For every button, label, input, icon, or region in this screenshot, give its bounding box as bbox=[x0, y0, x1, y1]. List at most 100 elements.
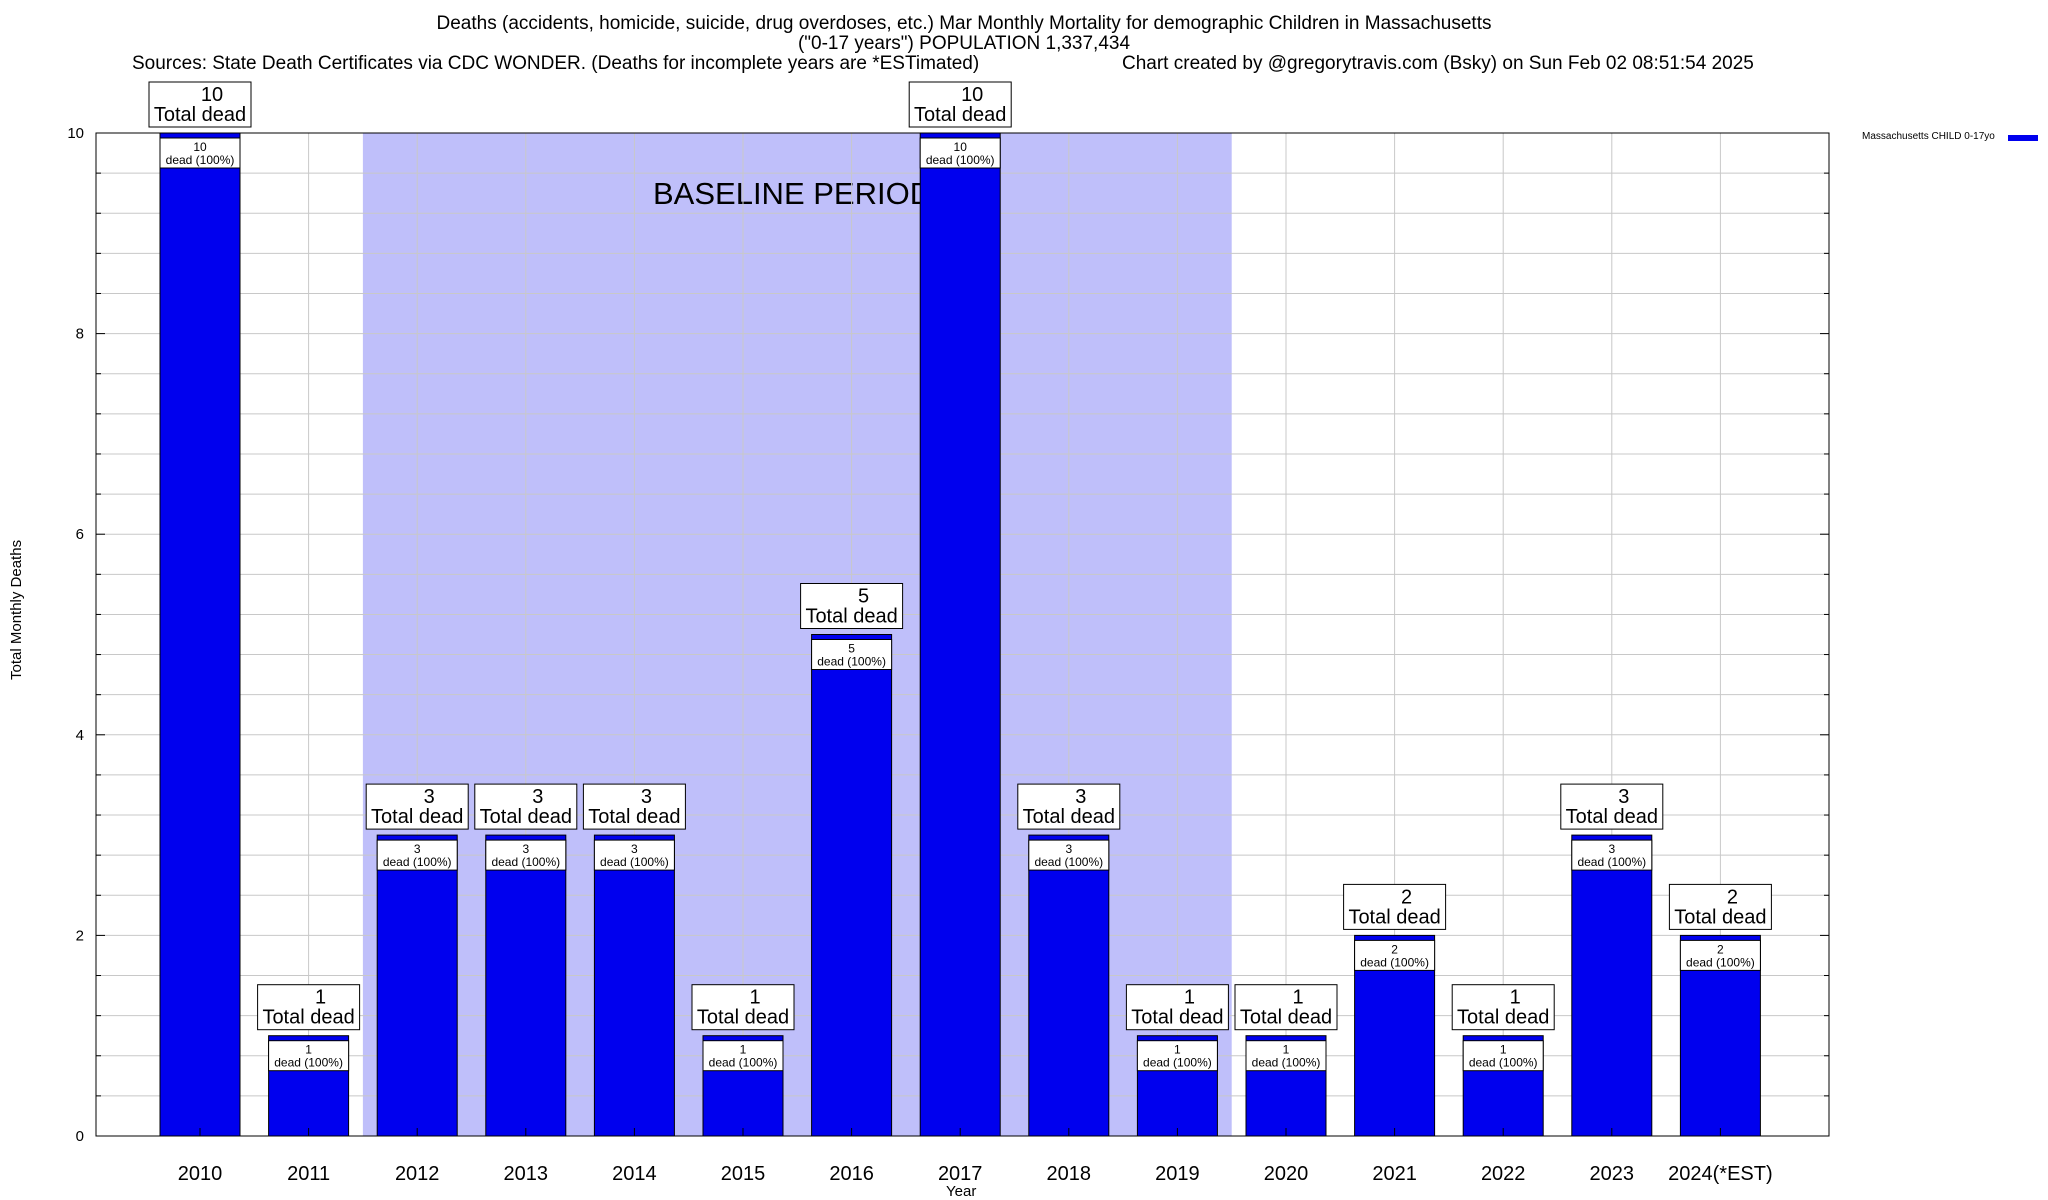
bar-inner-label-box bbox=[1462, 1040, 1544, 1072]
bar-inner-value: 10 bbox=[193, 140, 207, 154]
bar-inner-value: 1 bbox=[1500, 1043, 1507, 1057]
legend-swatch bbox=[2008, 135, 2038, 141]
x-tick-label: 2016 bbox=[829, 1163, 874, 1185]
chart-credit: Chart created by @gregorytravis.com (Bsk… bbox=[1122, 53, 1754, 74]
bar-top-label-box bbox=[582, 783, 686, 830]
bar-inner-label: dead (100%) bbox=[1034, 855, 1103, 869]
chart-title: Deaths (accidents, homicide, suicide, dr… bbox=[436, 13, 1492, 34]
bar-inner-label: dead (100%) bbox=[1252, 1056, 1321, 1070]
bar-top-label: Total dead bbox=[480, 806, 572, 828]
x-tick-label: 2019 bbox=[1155, 1163, 1200, 1185]
x-tick-label: 2015 bbox=[721, 1163, 766, 1185]
x-tick-label: 2011 bbox=[287, 1163, 330, 1185]
bar-inner-label-box bbox=[811, 639, 893, 670]
bar-top-label: Total dead bbox=[805, 606, 897, 628]
bar-top-label: Total dead bbox=[1348, 906, 1440, 928]
y-tick-label: 0 bbox=[76, 1128, 84, 1145]
bar-inner-label-box bbox=[919, 137, 1001, 169]
bar-top-label-box bbox=[1560, 783, 1664, 830]
x-axis-label: Year bbox=[946, 1183, 977, 1200]
bar-top-label: Total dead bbox=[1023, 806, 1115, 828]
bar-inner-label: dead (100%) bbox=[600, 855, 669, 869]
bar-top-value: 3 bbox=[424, 786, 435, 808]
bar-top-label-box bbox=[1234, 984, 1338, 1031]
plot-frame bbox=[95, 132, 1830, 1137]
bar-inner-value: 1 bbox=[305, 1043, 312, 1057]
bar-2023 bbox=[1571, 834, 1653, 1137]
bar-inner-label-box bbox=[1571, 839, 1653, 871]
bar-inner-label: dead (100%) bbox=[926, 153, 995, 167]
bar-top-label: Total dead bbox=[1457, 1007, 1549, 1029]
bar-inner-label: dead (100%) bbox=[274, 1056, 343, 1070]
bar-inner-label: dead (100%) bbox=[166, 153, 235, 167]
bar-top-label: Total dead bbox=[1240, 1007, 1332, 1029]
bar-2014 bbox=[593, 834, 675, 1137]
bar-top-value: 1 bbox=[1292, 987, 1303, 1009]
y-tick-label: 2 bbox=[76, 927, 84, 944]
bar-inner-value: 3 bbox=[522, 842, 529, 856]
legend-label: Massachusetts CHILD 0-17yo bbox=[1862, 131, 1995, 142]
x-tick-label: 2018 bbox=[1047, 1163, 1092, 1185]
bar-top-value: 3 bbox=[1075, 786, 1086, 808]
bar-top-value: 3 bbox=[641, 786, 652, 808]
bar-top-label-box bbox=[1343, 883, 1447, 930]
x-tick-label: 2012 bbox=[395, 1163, 440, 1185]
bar-inner-label: dead (100%) bbox=[1577, 855, 1646, 869]
bar-2012 bbox=[376, 834, 458, 1137]
x-tick-label: 2017 bbox=[938, 1163, 983, 1185]
x-tick-label: 2020 bbox=[1264, 1163, 1309, 1185]
bar-top-value: 2 bbox=[1727, 886, 1738, 908]
bar-inner-label-box bbox=[1245, 1040, 1327, 1072]
x-tick-label: 2014 bbox=[612, 1163, 657, 1185]
bar-top-label-box bbox=[691, 984, 795, 1031]
y-axis-label: Total Monthly Deaths bbox=[8, 539, 25, 680]
bar-inner-label: dead (100%) bbox=[709, 1056, 778, 1070]
y-tick-label: 8 bbox=[76, 326, 84, 343]
bar-top-label: Total dead bbox=[262, 1007, 354, 1029]
bar-inner-value: 5 bbox=[848, 642, 855, 656]
bar-inner-label: dead (100%) bbox=[1469, 1056, 1538, 1070]
bar-top-label-box bbox=[148, 81, 252, 128]
bar-top-label: Total dead bbox=[1674, 906, 1766, 928]
y-tick-label: 4 bbox=[76, 727, 84, 744]
baseline-period-label: BASELINE PERIOD bbox=[653, 176, 932, 211]
bar-inner-value: 3 bbox=[1608, 842, 1615, 856]
bar-inner-label: dead (100%) bbox=[383, 855, 452, 869]
bar-inner-label-box bbox=[376, 839, 458, 871]
x-tick-label: 2022 bbox=[1481, 1163, 1526, 1185]
bar-inner-value: 2 bbox=[1717, 942, 1724, 956]
chart-sources: Sources: State Death Certificates via CD… bbox=[132, 53, 980, 74]
bar-top-label: Total dead bbox=[914, 104, 1006, 126]
bar-2018 bbox=[1028, 834, 1110, 1137]
bar-top-value: 10 bbox=[961, 84, 983, 106]
bar-top-label-box bbox=[257, 984, 361, 1031]
bar-top-label-box bbox=[1017, 783, 1121, 830]
y-tick-label: 10 bbox=[67, 125, 84, 142]
bar-top-label-box bbox=[1125, 984, 1229, 1031]
bar-top-value: 1 bbox=[749, 987, 760, 1009]
x-tick-label: 2023 bbox=[1590, 1163, 1635, 1185]
bar-top-label: Total dead bbox=[588, 806, 680, 828]
bar-inner-value: 2 bbox=[1391, 942, 1398, 956]
bar-top-value: 10 bbox=[201, 84, 223, 106]
bar-top-value: 5 bbox=[858, 586, 869, 608]
bar-inner-label-box bbox=[1136, 1040, 1218, 1072]
bar-top-label: Total dead bbox=[371, 806, 463, 828]
bar-inner-label-box bbox=[268, 1040, 350, 1072]
bar-inner-value: 1 bbox=[1283, 1043, 1290, 1057]
bar-inner-label-box bbox=[1028, 839, 1110, 871]
bar-top-value: 3 bbox=[532, 786, 543, 808]
bar-inner-label-box bbox=[593, 839, 675, 871]
chart-subtitle: ("0-17 years") POPULATION 1,337,434 bbox=[797, 33, 1131, 54]
